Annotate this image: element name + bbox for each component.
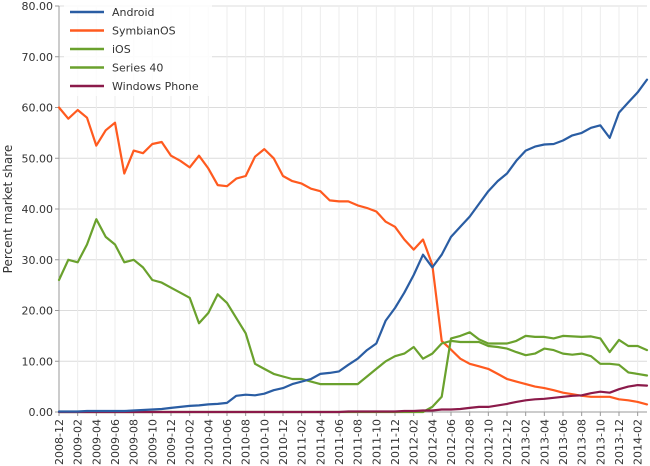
y-tick-label: 40.00: [22, 203, 54, 216]
series-line-series-40: [57, 218, 649, 386]
y-axis-title: Percent market share: [1, 145, 15, 274]
legend-label: SymbianOS: [112, 25, 176, 38]
x-tick-label: 2013-08: [576, 419, 589, 465]
x-tick-label: 2009-02: [72, 419, 85, 465]
legend-label: iOS: [112, 43, 131, 56]
series-line-ios: [57, 331, 649, 414]
x-tick-label: 2008-12: [53, 419, 66, 465]
x-tick-label: 2013-10: [594, 419, 607, 465]
series-line-android: [57, 78, 649, 413]
x-tick-label: 2013-12: [613, 419, 626, 465]
series-line-symbianos: [57, 106, 649, 406]
legend-label: Android: [112, 6, 155, 19]
legend-label: Series 40: [112, 62, 163, 75]
x-tick-label: 2013-02: [520, 419, 533, 465]
x-tick-label: 2009-08: [128, 419, 141, 465]
x-tick-label: 2010-12: [277, 419, 290, 465]
y-tick-label: 70.00: [22, 51, 54, 64]
x-tick-label: 2011-12: [389, 419, 402, 465]
y-axis-ticks: 0.00 10.00 20.00 30.00 40.00 50.00 60.00 70.00 8…: [22, 0, 59, 419]
x-tick-label: 2011-04: [314, 419, 327, 465]
x-tick-label: 2012-08: [464, 419, 477, 465]
x-tick-label: 2011-02: [296, 419, 309, 465]
x-tick-label: 2012-06: [445, 419, 458, 465]
x-tick-label: 2011-10: [370, 419, 383, 465]
x-axis-ticks: 2008-12 2009-02 2009-04 2009-06 2009-08 2009-…: [53, 412, 645, 465]
x-tick-label: 2009-06: [109, 419, 122, 465]
x-tick-label: 2009-12: [165, 419, 178, 465]
x-tick-label: 2011-08: [352, 419, 365, 465]
x-tick-label: 2012-10: [482, 419, 495, 465]
x-tick-label: 2010-10: [258, 419, 271, 465]
series-line-windows-phone: [57, 384, 649, 414]
x-tick-label: 2014-02: [632, 419, 645, 465]
x-tick-label: 2009-10: [146, 419, 159, 465]
legend-label: Windows Phone: [112, 80, 199, 93]
x-tick-label: 2010-06: [221, 419, 234, 465]
x-tick-label: 2012-12: [501, 419, 514, 465]
y-tick-label: 10.00: [22, 355, 54, 368]
x-tick-label: 2013-06: [557, 419, 570, 465]
y-tick-label: 30.00: [22, 254, 54, 267]
x-tick-label: 2012-02: [408, 419, 421, 465]
y-tick-label: 20.00: [22, 305, 54, 318]
x-tick-label: 2010-08: [240, 419, 253, 465]
y-tick-label: 0.00: [29, 406, 54, 419]
x-tick-label: 2010-02: [184, 419, 197, 465]
x-tick-label: 2011-06: [333, 419, 346, 465]
y-tick-label: 80.00: [22, 0, 54, 13]
y-tick-label: 60.00: [22, 102, 54, 115]
legend: Android SymbianOS iOS Series 40 Windows Phon…: [64, 4, 212, 96]
y-tick-label: 50.00: [22, 152, 54, 165]
series-lines: [57, 78, 649, 414]
x-tick-label: 2012-04: [426, 419, 439, 465]
x-tick-label: 2010-04: [202, 419, 215, 465]
x-tick-label: 2013-04: [538, 419, 551, 465]
x-tick-label: 2009-04: [90, 419, 103, 465]
